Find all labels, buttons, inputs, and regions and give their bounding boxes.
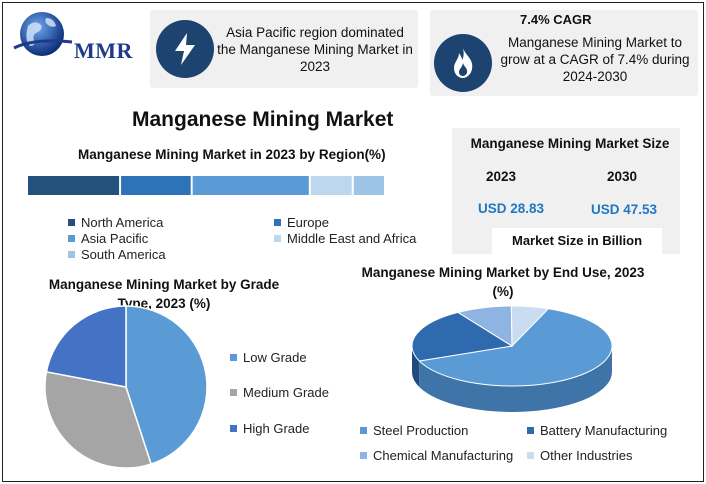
logo-text: MMR (74, 38, 133, 63)
pie-slice-steel-production (418, 308, 613, 387)
legend-swatch (274, 219, 281, 226)
legend-steel-production: Steel Production (360, 423, 468, 438)
value-2030: USD 47.53 (591, 202, 658, 217)
lightning-icon (156, 20, 214, 78)
legend-swatch (274, 235, 281, 242)
legend-asia-pacific: Asia Pacific (68, 231, 148, 246)
legend-south-america: South America (68, 247, 166, 262)
region-stacked-bar (28, 176, 384, 195)
pie-wall-battery-manufacturing (412, 346, 420, 387)
unit-label: Market Size in Billion (492, 228, 662, 254)
legend-north-america: North America (68, 215, 163, 230)
bar-segment-north-america (28, 176, 120, 195)
legend-high-grade: High Grade (230, 421, 309, 436)
enduse-pie-chart (411, 305, 613, 412)
mmr-logo: MMR (12, 8, 142, 64)
pie-slice-low-grade (125, 305, 208, 465)
pie-slice-other-industries (510, 305, 550, 348)
legend-swatch (68, 251, 75, 258)
globe-icon (13, 12, 73, 56)
market-size-box: Manganese Mining Market Size 2023 2030 U… (452, 128, 680, 254)
region-chart-title: Manganese Mining Market in 2023 by Regio… (78, 147, 386, 162)
legend-chemical-manufacturing: Chemical Manufacturing (360, 448, 513, 463)
legend-swatch (360, 452, 367, 459)
pie-slice-high-grade (45, 305, 127, 388)
main-title: Manganese Mining Market (132, 108, 394, 131)
year-2030: 2030 (607, 169, 638, 184)
market-size-title: Manganese Mining Market Size (470, 136, 670, 151)
legend-europe: Europe (274, 215, 329, 230)
bar-segment-middle-east-and-africa (310, 176, 352, 195)
highlight-card-region: Asia Pacific region dominated the Mangan… (150, 10, 418, 88)
highlight-card-cagr: 7.4% CAGR Manganese Mining Market to gro… (430, 10, 698, 96)
legend-swatch (230, 389, 237, 396)
region-highlight-text: Asia Pacific region dominated the Mangan… (217, 25, 413, 74)
value-2023: USD 28.83 (478, 201, 545, 216)
pie-wall-steel-production (419, 346, 612, 412)
cagr-heading: 7.4% CAGR (520, 12, 592, 27)
legend-swatch (68, 235, 75, 242)
pie-slice-battery-manufacturing (411, 311, 514, 362)
legend-low-grade: Low Grade (230, 350, 307, 365)
bar-segment-europe (121, 176, 191, 195)
legend-mea: Middle East and Africa (274, 231, 416, 246)
pie-slice-medium-grade (44, 370, 152, 469)
legend-battery-manufacturing: Battery Manufacturing (527, 423, 667, 438)
legend-swatch (230, 425, 237, 432)
cagr-text: Manganese Mining Market to grow at a CAG… (500, 35, 690, 84)
legend-swatch (230, 354, 237, 361)
legend-swatch (68, 219, 75, 226)
legend-swatch (360, 427, 367, 434)
enduse-chart-title: Manganese Mining Market by End Use, 2023… (361, 265, 645, 299)
year-2023: 2023 (486, 169, 517, 184)
legend-swatch (527, 452, 534, 459)
bar-segment-south-america (353, 176, 384, 195)
flame-icon (434, 34, 492, 92)
legend-swatch (527, 427, 534, 434)
grade-pie-chart (44, 305, 208, 469)
legend-other-industries: Other Industries (527, 448, 633, 463)
legend-medium-grade: Medium Grade (230, 385, 329, 400)
bar-segment-asia-pacific (192, 176, 309, 195)
